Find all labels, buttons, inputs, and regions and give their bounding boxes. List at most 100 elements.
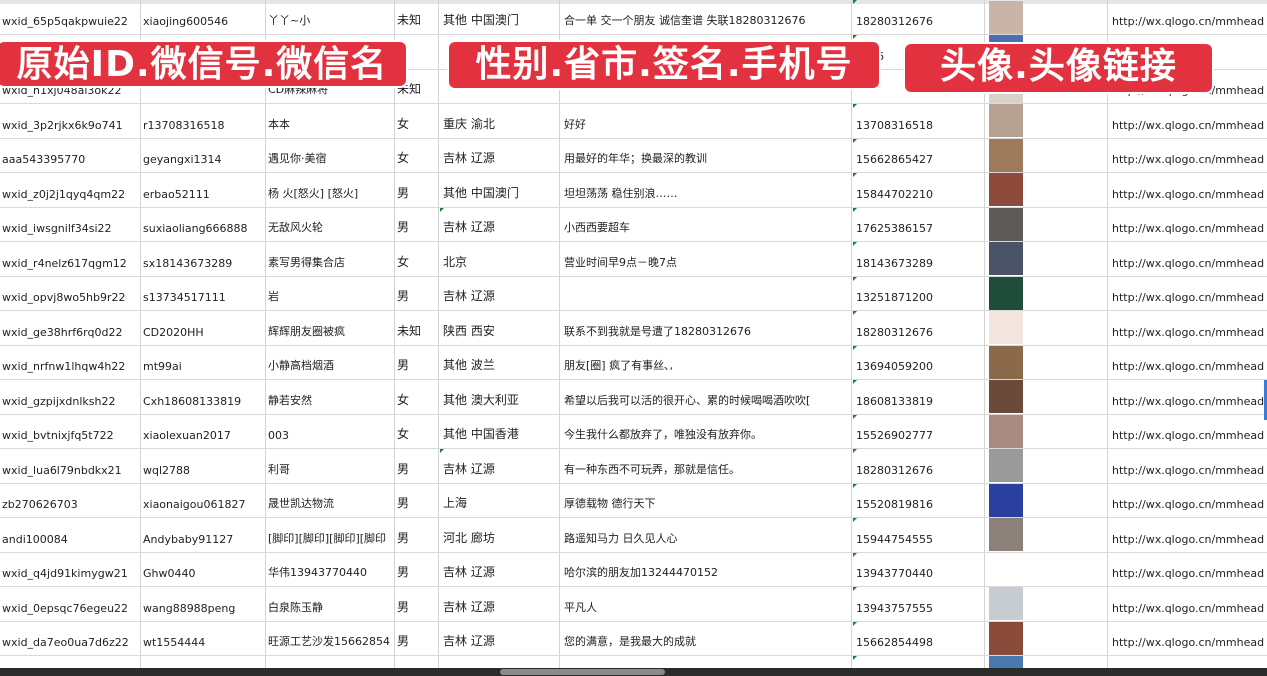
avatar-url-cell[interactable]: http://wx.qlogo.cn/mmhead [1108,553,1267,587]
phone-cell[interactable]: 15944754555 [852,518,985,552]
signature-cell[interactable] [560,276,852,310]
wechat-id-cell[interactable] [141,656,266,668]
original-id-cell[interactable]: wxid_opvj8wo5hb9r22 [0,276,141,310]
wechat-name-cell[interactable]: 岩 [266,276,395,310]
gender-cell[interactable]: 女 [395,104,439,138]
wechat-id-cell[interactable]: Ghw0440 [141,552,266,586]
wechat-name-cell[interactable]: 静若安然 [266,380,395,414]
avatar-url-cell[interactable]: http://wx.qlogo.cn/mmhead [1108,380,1267,414]
region-cell[interactable]: 其他 中国香港 [439,414,560,448]
region-cell[interactable]: 陕西 西安 [439,311,560,345]
phone-cell[interactable]: 15662865427 [852,138,985,172]
original-id-cell[interactable]: andi100084 [0,518,141,552]
region-cell[interactable]: 吉林 辽源 [439,207,560,241]
gender-cell[interactable]: 男 [395,276,439,310]
avatar-cell[interactable] [985,449,1108,483]
region-cell[interactable]: 吉林 辽源 [439,587,560,621]
wechat-id-cell[interactable]: r13708316518 [141,104,266,138]
gender-cell[interactable]: 男 [395,552,439,586]
gender-cell[interactable]: 未知 [395,311,439,345]
wechat-id-cell[interactable]: erbao52111 [141,173,266,207]
gender-cell[interactable]: 未知 [395,0,439,34]
avatar-url-cell[interactable]: http://wx.qlogo.cn/mmhead [1108,449,1267,483]
region-cell[interactable]: 上海 [439,483,560,517]
avatar-url-cell[interactable]: http://wx.qlogo.cn/mmhead [1108,622,1267,656]
signature-cell[interactable]: 哈尔滨的朋友加13244470152 [560,552,852,586]
avatar-url-cell[interactable]: http://wx.qlogo.cn/mmhead [1108,311,1267,345]
wechat-id-cell[interactable]: wt1554444 [141,621,266,655]
avatar-cell[interactable] [985,207,1108,241]
region-cell[interactable] [439,656,560,668]
wechat-name-cell[interactable]: 晟世凯达物流 [266,483,395,517]
wechat-name-cell[interactable]: 素写男得集合店 [266,242,395,276]
avatar-url-cell[interactable] [1108,656,1267,668]
wechat-id-cell[interactable]: wang88988peng [141,587,266,621]
wechat-id-cell[interactable]: xiaonaigou061827 [141,483,266,517]
wechat-id-cell[interactable]: sx18143673289 [141,242,266,276]
wechat-name-cell[interactable]: 无敌风火轮 [266,207,395,241]
wechat-id-cell[interactable]: mt99ai [141,345,266,379]
wechat-name-cell[interactable]: 旺源工艺沙发15662854 [266,621,395,655]
phone-cell[interactable] [852,656,985,668]
phone-cell[interactable]: 18280312676 [852,449,985,483]
region-cell[interactable]: 吉林 辽源 [439,276,560,310]
avatar-cell[interactable] [985,242,1108,276]
wechat-name-cell[interactable] [266,656,395,668]
wechat-name-cell[interactable]: 003 [266,414,395,448]
original-id-cell[interactable]: wxid_gzpijxdnlksh22 [0,380,141,414]
original-id-cell[interactable]: wxid_iwsgnilf34si22 [0,207,141,241]
original-id-cell[interactable]: wxid_3p2rjkx6k9o741 [0,104,141,138]
original-id-cell[interactable] [0,656,141,668]
gender-cell[interactable]: 男 [395,207,439,241]
gender-cell[interactable]: 男 [395,518,439,552]
horizontal-scrollbar[interactable] [500,669,665,675]
avatar-cell[interactable] [985,276,1108,310]
avatar-cell[interactable] [985,587,1108,621]
original-id-cell[interactable]: wxid_nrfnw1lhqw4h22 [0,345,141,379]
wechat-name-cell[interactable]: 小静高档烟酒 [266,345,395,379]
signature-cell[interactable]: 今生我什么都放弃了，唯独没有放弃你。 [560,414,852,448]
wechat-name-cell[interactable]: 白泉陈玉静 [266,587,395,621]
original-id-cell[interactable]: wxid_bvtnixjfq5t722 [0,414,141,448]
original-id-cell[interactable]: wxid_da7eo0ua7d6z22 [0,621,141,655]
gender-cell[interactable]: 男 [395,621,439,655]
gender-cell[interactable]: 女 [395,414,439,448]
wechat-id-cell[interactable]: wql2788 [141,449,266,483]
phone-cell[interactable]: 18608133819 [852,380,985,414]
phone-cell[interactable]: 15844702210 [852,173,985,207]
avatar-cell[interactable] [985,104,1108,138]
wechat-id-cell[interactable]: xiaolexuan2017 [141,414,266,448]
signature-cell[interactable]: 您的满意，是我最大的成就 [560,621,852,655]
phone-cell[interactable]: 13251871200 [852,276,985,310]
avatar-url-cell[interactable]: http://wx.qlogo.cn/mmhead [1108,587,1267,621]
avatar-url-cell[interactable]: http://wx.qlogo.cn/mmhead [1108,0,1267,34]
gender-cell[interactable]: 男 [395,587,439,621]
wechat-id-cell[interactable]: xiaojing600546 [141,0,266,34]
region-cell[interactable]: 河北 廊坊 [439,518,560,552]
phone-cell[interactable]: 15520819816 [852,483,985,517]
original-id-cell[interactable]: wxid_z0j2j1qyq4qm22 [0,173,141,207]
avatar-url-cell[interactable]: http://wx.qlogo.cn/mmhead [1108,104,1267,138]
gender-cell[interactable] [395,35,439,69]
original-id-cell[interactable]: wxid_ge38hrf6rq0d22 [0,311,141,345]
region-cell[interactable]: 吉林 辽源 [439,621,560,655]
phone-cell[interactable]: 13943770440 [852,552,985,586]
gender-cell[interactable]: 男 [395,345,439,379]
avatar-url-cell[interactable]: http://wx.qlogo.cn/mmhead [1108,139,1267,173]
region-cell[interactable]: 其他 中国澳门 [439,0,560,34]
gender-cell[interactable]: 男 [395,173,439,207]
signature-cell[interactable]: 有一种东西不可玩弄，那就是信任。 [560,449,852,483]
signature-cell[interactable]: 联系不到我就是号遭了18280312676 [560,311,852,345]
signature-cell[interactable]: 营业时间早9点－晚7点 [560,242,852,276]
original-id-cell[interactable]: zb270626703 [0,483,141,517]
wechat-id-cell[interactable]: Cxh18608133819 [141,380,266,414]
wechat-id-cell[interactable]: Andybaby91127 [141,518,266,552]
region-cell[interactable]: 吉林 辽源 [439,138,560,172]
signature-cell[interactable]: 坦坦荡荡 稳住别浪…… [560,173,852,207]
region-cell[interactable]: 吉林 辽源 [439,449,560,483]
phone-cell[interactable]: 13943757555 [852,587,985,621]
original-id-cell[interactable]: wxid_r4nelz617qgm12 [0,242,141,276]
phone-cell[interactable]: 18280312676 [852,0,985,34]
region-cell[interactable]: 北京 [439,242,560,276]
wechat-name-cell[interactable]: 利哥 [266,449,395,483]
